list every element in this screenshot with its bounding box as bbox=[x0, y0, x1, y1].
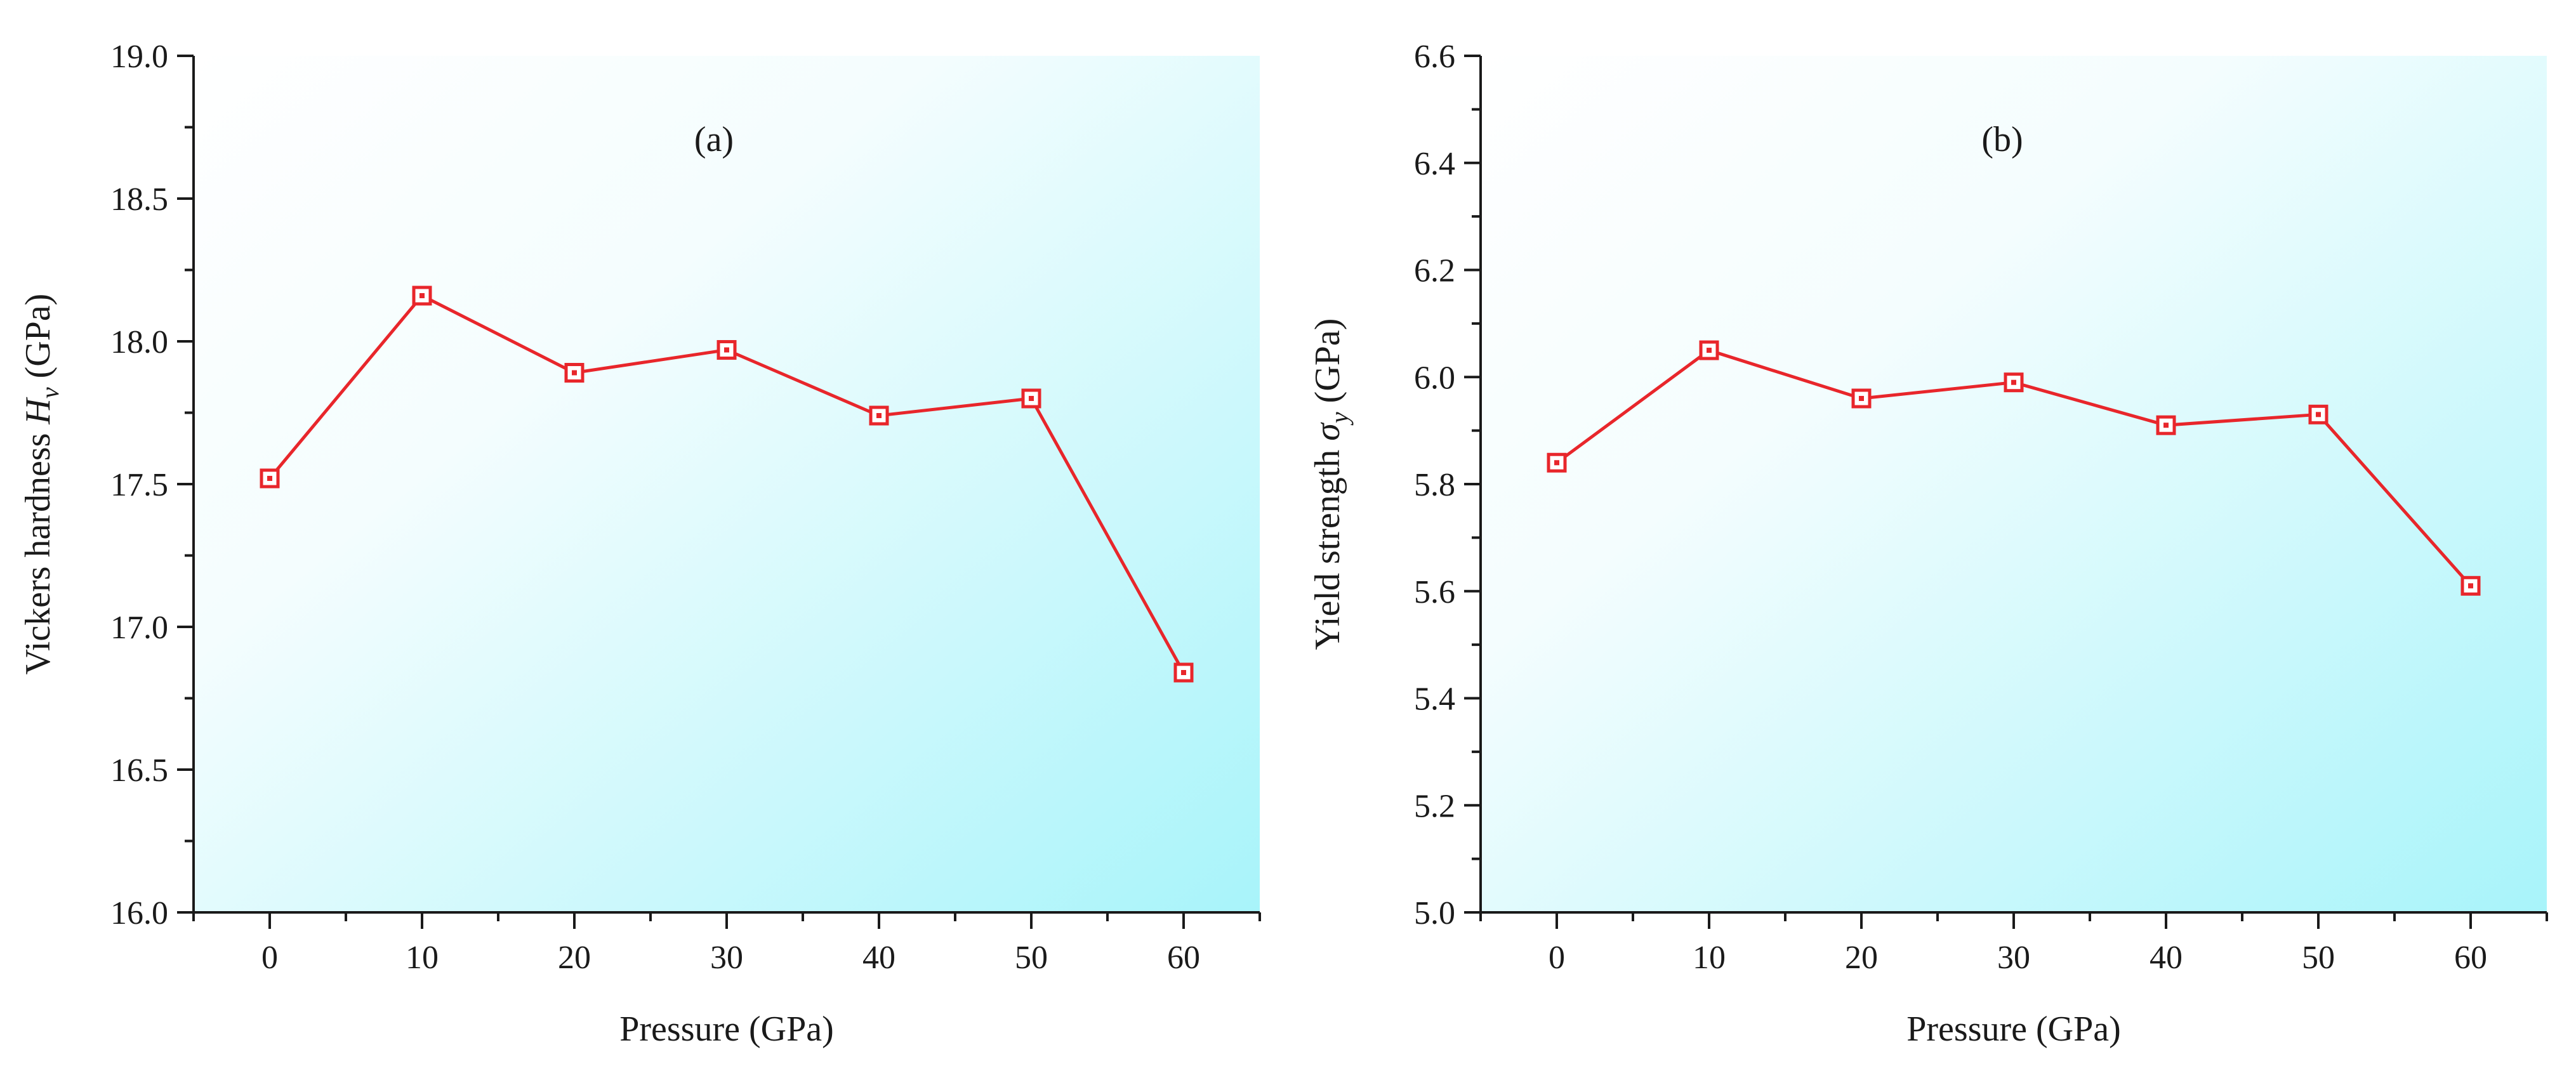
y-axis-title-subscript: y bbox=[1325, 412, 1354, 426]
data-point-center bbox=[876, 413, 882, 418]
x-tick-label: 0 bbox=[1549, 940, 1565, 976]
panel-label: (b) bbox=[1981, 120, 2023, 159]
y-tick-labels: 16.0 16.5 17.0 17.5 18.0 18.5 19.0 bbox=[110, 39, 168, 931]
data-point-center bbox=[1707, 348, 1712, 353]
y-tick-label: 6.2 bbox=[1414, 253, 1455, 289]
data-point bbox=[1547, 452, 1567, 473]
chart-panel-b: 0 10 20 30 40 50 60 5.0 5.2 5.4 5.6 5.8 6.0 6.2 6.4 6.… bbox=[1308, 39, 2548, 1049]
data-point-center bbox=[2011, 379, 2016, 385]
data-point-center bbox=[2468, 583, 2473, 589]
data-point bbox=[1021, 388, 1041, 409]
data-point-center bbox=[2163, 423, 2169, 428]
y-tick-label: 19.0 bbox=[110, 39, 168, 75]
x-tick-label: 30 bbox=[710, 940, 743, 976]
y-axis-title: Yield strength σy (GPa) bbox=[1308, 319, 1354, 650]
data-point-marker bbox=[412, 286, 432, 306]
y-tick-label: 5.0 bbox=[1414, 895, 1455, 931]
data-point bbox=[1173, 662, 1194, 683]
data-point-center bbox=[1029, 396, 1034, 401]
y-tick-label: 5.8 bbox=[1414, 467, 1455, 503]
data-point-center bbox=[267, 476, 272, 481]
y-axis-title-unit: (GPa) bbox=[18, 294, 58, 388]
data-point-center bbox=[1859, 396, 1864, 401]
x-tick-labels: 0 10 20 30 40 50 60 bbox=[261, 940, 1200, 976]
y-tick-label: 5.6 bbox=[1414, 574, 1455, 610]
x-tick-label: 60 bbox=[1167, 940, 1200, 976]
x-tick-label: 10 bbox=[1693, 940, 1726, 976]
data-point-center bbox=[419, 293, 425, 298]
axis-ticks bbox=[177, 55, 1261, 929]
y-axis-title-main: Vickers hardness bbox=[18, 424, 58, 675]
y-tick-label: 18.5 bbox=[110, 181, 168, 218]
data-point bbox=[412, 286, 432, 306]
y-tick-label: 17.0 bbox=[110, 610, 168, 646]
data-point-marker bbox=[2460, 575, 2481, 596]
y-tick-label: 18.0 bbox=[110, 324, 168, 360]
data-point bbox=[1851, 388, 1872, 409]
data-point bbox=[1699, 340, 1719, 360]
y-tick-label: 5.2 bbox=[1414, 788, 1455, 824]
x-tick-label: 0 bbox=[261, 940, 278, 976]
y-tick-label: 16.0 bbox=[110, 895, 168, 931]
x-tick-labels: 0 10 20 30 40 50 60 bbox=[1549, 940, 2487, 976]
data-point-marker bbox=[2156, 415, 2176, 435]
y-tick-label: 5.4 bbox=[1414, 681, 1455, 718]
y-axis-title-subscript: v bbox=[36, 387, 64, 398]
y-axis-title-main: Yield strength bbox=[1308, 441, 1347, 650]
data-point bbox=[869, 405, 889, 426]
x-tick-label: 50 bbox=[2302, 940, 2335, 976]
data-point-center bbox=[1181, 670, 1186, 675]
data-point-center bbox=[1554, 460, 1559, 466]
y-tick-label: 6.6 bbox=[1414, 39, 1455, 75]
x-tick-label: 60 bbox=[2454, 940, 2487, 976]
x-tick-label: 50 bbox=[1015, 940, 1048, 976]
data-point bbox=[564, 363, 585, 383]
panel-label: (a) bbox=[694, 120, 734, 159]
data-point bbox=[260, 468, 280, 489]
data-point-marker bbox=[1173, 662, 1194, 683]
data-point bbox=[717, 340, 737, 360]
y-tick-label: 6.0 bbox=[1414, 360, 1455, 396]
y-tick-label: 17.5 bbox=[110, 467, 168, 503]
data-point bbox=[2308, 404, 2328, 424]
data-point-center bbox=[2316, 412, 2321, 417]
y-axis-title-symbol: σ bbox=[1308, 422, 1347, 441]
x-tick-label: 20 bbox=[558, 940, 591, 976]
y-tick-label: 16.5 bbox=[110, 752, 168, 789]
data-point bbox=[2156, 415, 2176, 435]
axis-ticks bbox=[1464, 55, 2548, 929]
x-axis-title: Pressure (GPa) bbox=[619, 1009, 833, 1049]
data-point-center bbox=[572, 370, 577, 376]
x-tick-label: 40 bbox=[862, 940, 895, 976]
data-point bbox=[2004, 372, 2024, 393]
y-tick-label: 6.4 bbox=[1414, 146, 1455, 182]
data-point bbox=[2460, 575, 2481, 596]
series-layer bbox=[260, 286, 1194, 683]
chart-panel-a: 0 10 20 30 40 50 60 16.0 16.5 17.0 17.5 18.0 18.5 19… bbox=[18, 39, 1261, 1049]
data-point-center bbox=[724, 347, 729, 353]
y-tick-labels: 5.0 5.2 5.4 5.6 5.8 6.0 6.2 6.4 6.6 bbox=[1414, 39, 1455, 931]
series-layer bbox=[1547, 340, 2481, 596]
x-tick-label: 20 bbox=[1845, 940, 1878, 976]
y-axis-title-symbol: H bbox=[18, 397, 58, 425]
x-tick-label: 30 bbox=[1997, 940, 2030, 976]
y-axis-title: Vickers hardness Hv (GPa) bbox=[18, 294, 64, 675]
plot-area-background bbox=[1481, 56, 2547, 912]
x-axis-title: Pressure (GPa) bbox=[1906, 1009, 2120, 1049]
plot-area-background bbox=[194, 56, 1260, 912]
x-tick-label: 10 bbox=[406, 940, 439, 976]
y-axis-title-unit: (GPa) bbox=[1308, 319, 1347, 412]
x-tick-label: 40 bbox=[2150, 940, 2183, 976]
